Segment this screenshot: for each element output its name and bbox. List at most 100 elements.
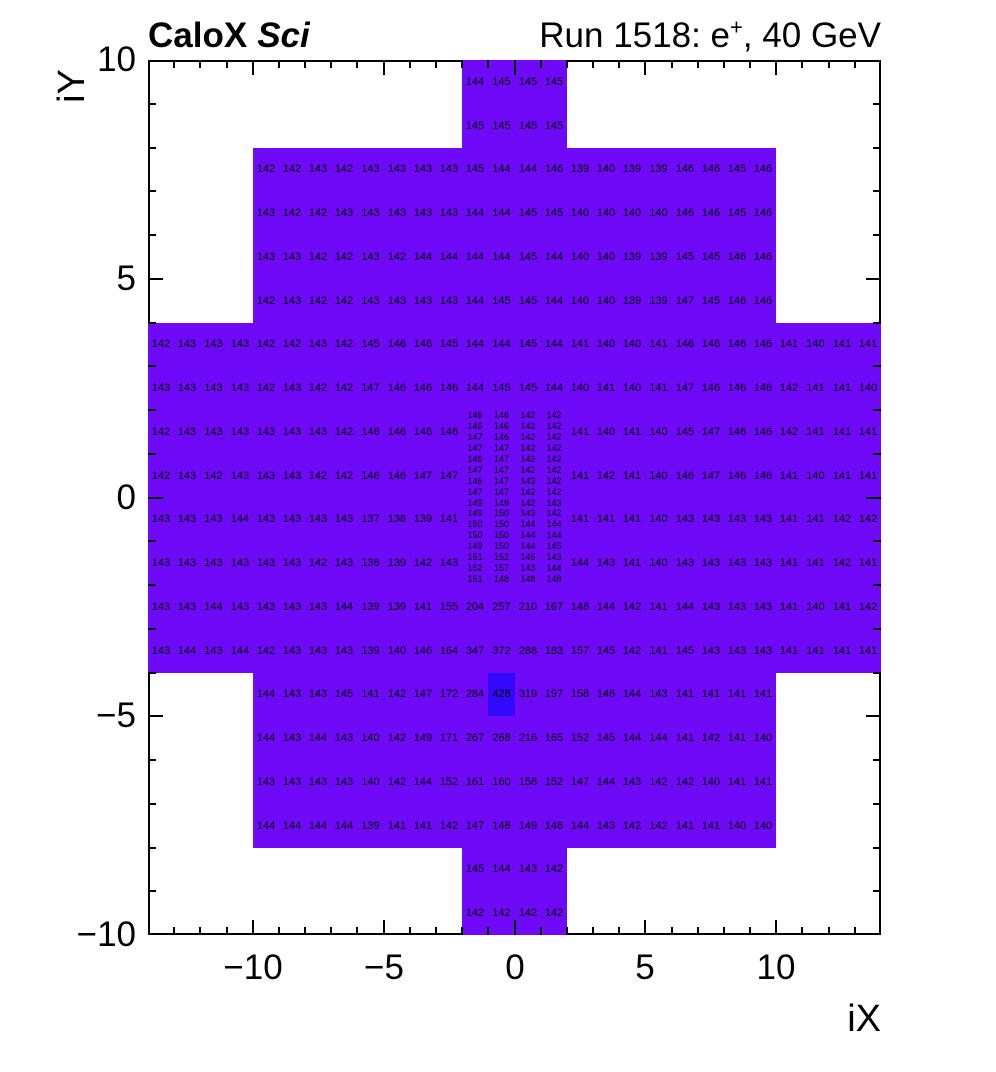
heatmap-cell: 142 xyxy=(253,279,279,323)
heatmap-cell-fine: 146 xyxy=(488,432,515,443)
heatmap-cell-fine: 147 xyxy=(488,443,515,454)
heatmap-cell: 144 xyxy=(462,60,488,104)
heatmap-cell: 143 xyxy=(672,498,698,541)
heatmap-cell: 141 xyxy=(802,366,829,410)
heatmap-cell: 146 xyxy=(436,410,462,454)
heatmap-cell: 141 xyxy=(776,323,802,366)
heatmap-cell: 144 xyxy=(227,498,253,541)
heatmap-cell: 141 xyxy=(724,673,750,716)
y-tick-mirror xyxy=(873,890,881,892)
heatmap-cell-fine: 150 xyxy=(488,541,515,552)
heatmap-cell: 144 xyxy=(200,585,227,629)
y-axis-title: iY xyxy=(51,69,93,103)
y-tick-label: −10 xyxy=(76,915,136,954)
x-tick-mirror xyxy=(540,60,542,68)
heatmap-cell-fine: 144 xyxy=(541,530,567,541)
heatmap-cell: 145 xyxy=(724,148,750,191)
heatmap-cell: 145 xyxy=(462,848,488,891)
heatmap-cell: 143 xyxy=(227,410,253,454)
heatmap-cell: 347 xyxy=(462,629,488,673)
x-tick xyxy=(487,927,489,935)
heatmap-cell: 146 xyxy=(357,454,384,498)
heatmap-cell: 147 xyxy=(672,366,698,410)
run-title-suffix: , 40 GeV xyxy=(742,16,881,55)
heatmap-cell-fine: 146 xyxy=(462,476,488,487)
heatmap-cell: 145 xyxy=(515,323,541,366)
y-tick xyxy=(148,409,156,411)
heatmap-cell-fine: 151 xyxy=(462,552,488,563)
x-tick xyxy=(644,920,646,935)
heatmap-cell: 142 xyxy=(331,235,357,279)
heatmap-cell: 257 xyxy=(488,585,515,629)
heatmap-cell: 143 xyxy=(227,323,253,366)
heatmap-cell: 139 xyxy=(384,585,410,629)
heatmap-cell: 143 xyxy=(174,541,200,585)
heatmap-cell: 147 xyxy=(672,279,698,323)
heatmap-cell: 142 xyxy=(279,191,305,235)
heatmap-cell: 140 xyxy=(645,498,672,541)
heatmap-cell-fine: 146 xyxy=(462,454,488,465)
x-tick-label: 0 xyxy=(505,948,525,987)
heatmap-cell: 144 xyxy=(488,235,515,279)
heatmap-cell-fine: 142 xyxy=(541,476,567,487)
heatmap-cell: 158 xyxy=(515,760,541,804)
heatmap-cell: 143 xyxy=(305,760,331,804)
heatmap-cell: 143 xyxy=(279,498,305,541)
heatmap-cell: 197 xyxy=(541,673,567,716)
heatmap-cell: 141 xyxy=(619,454,645,498)
heatmap-cell: 149 xyxy=(410,716,436,760)
heatmap-cell: 145 xyxy=(436,323,462,366)
x-tick-mirror xyxy=(356,60,358,68)
heatmap-cell-fine: 151 xyxy=(462,574,488,585)
heatmap-cell: 267 xyxy=(462,716,488,760)
experiment-brand: CaloX xyxy=(148,16,248,55)
heatmap-cell: 143 xyxy=(200,498,227,541)
heatmap-cell: 167 xyxy=(541,585,567,629)
heatmap-cell: 145 xyxy=(488,60,515,104)
heatmap-cell: 284 xyxy=(462,673,488,716)
heatmap-cell: 144 xyxy=(619,716,645,760)
heatmap-cell: 139 xyxy=(357,804,384,848)
y-tick xyxy=(148,584,156,586)
heatmap-cell: 143 xyxy=(698,498,724,541)
heatmap-cell: 144 xyxy=(541,279,567,323)
heatmap-cell: 146 xyxy=(750,323,776,366)
heatmap-cell: 142 xyxy=(776,410,802,454)
heatmap-cell: 143 xyxy=(357,279,384,323)
heatmap-cell: 144 xyxy=(410,235,436,279)
heatmap-cell-fine: 147 xyxy=(488,476,515,487)
heatmap-cell: 143 xyxy=(279,629,305,673)
heatmap-cell: 143 xyxy=(750,541,776,585)
x-tick xyxy=(723,927,725,935)
heatmap-cell-fine: 142 xyxy=(515,410,541,421)
heatmap-cell: 141 xyxy=(829,629,855,673)
heatmap-cell: 146 xyxy=(384,410,410,454)
y-tick-mirror xyxy=(873,147,881,149)
heatmap-cell: 143 xyxy=(279,366,305,410)
y-tick xyxy=(148,847,156,849)
x-tick-mirror xyxy=(487,60,489,68)
heatmap-cell: 141 xyxy=(829,323,855,366)
heatmap-cell: 143 xyxy=(698,541,724,585)
heatmap-cell: 143 xyxy=(436,191,462,235)
heatmap-cell-fine: 147 xyxy=(488,454,515,465)
heatmap-cell: 141 xyxy=(410,804,436,848)
heatmap-cell: 137 xyxy=(357,498,384,541)
heatmap-cell: 143 xyxy=(410,148,436,191)
heatmap-cell: 142 xyxy=(384,673,410,716)
run-title: Run 1518: e+, 40 GeV xyxy=(539,16,881,56)
heatmap-cell-fine: 146 xyxy=(488,410,515,421)
x-tick-mirror xyxy=(592,60,594,68)
heatmap-cell: 142 xyxy=(148,454,174,498)
heatmap-cell: 139 xyxy=(645,279,672,323)
x-tick xyxy=(775,920,777,935)
heatmap-cell: 140 xyxy=(645,454,672,498)
heatmap-cell: 143 xyxy=(227,585,253,629)
heatmap-cell: 144 xyxy=(488,323,515,366)
heatmap-cell: 141 xyxy=(802,629,829,673)
heatmap-cell-fine: 142 xyxy=(515,487,541,498)
heatmap-cell: 146 xyxy=(541,804,567,848)
heatmap-cell: 146 xyxy=(698,323,724,366)
heatmap-cell: 143 xyxy=(305,585,331,629)
x-tick-mirror xyxy=(252,60,254,75)
